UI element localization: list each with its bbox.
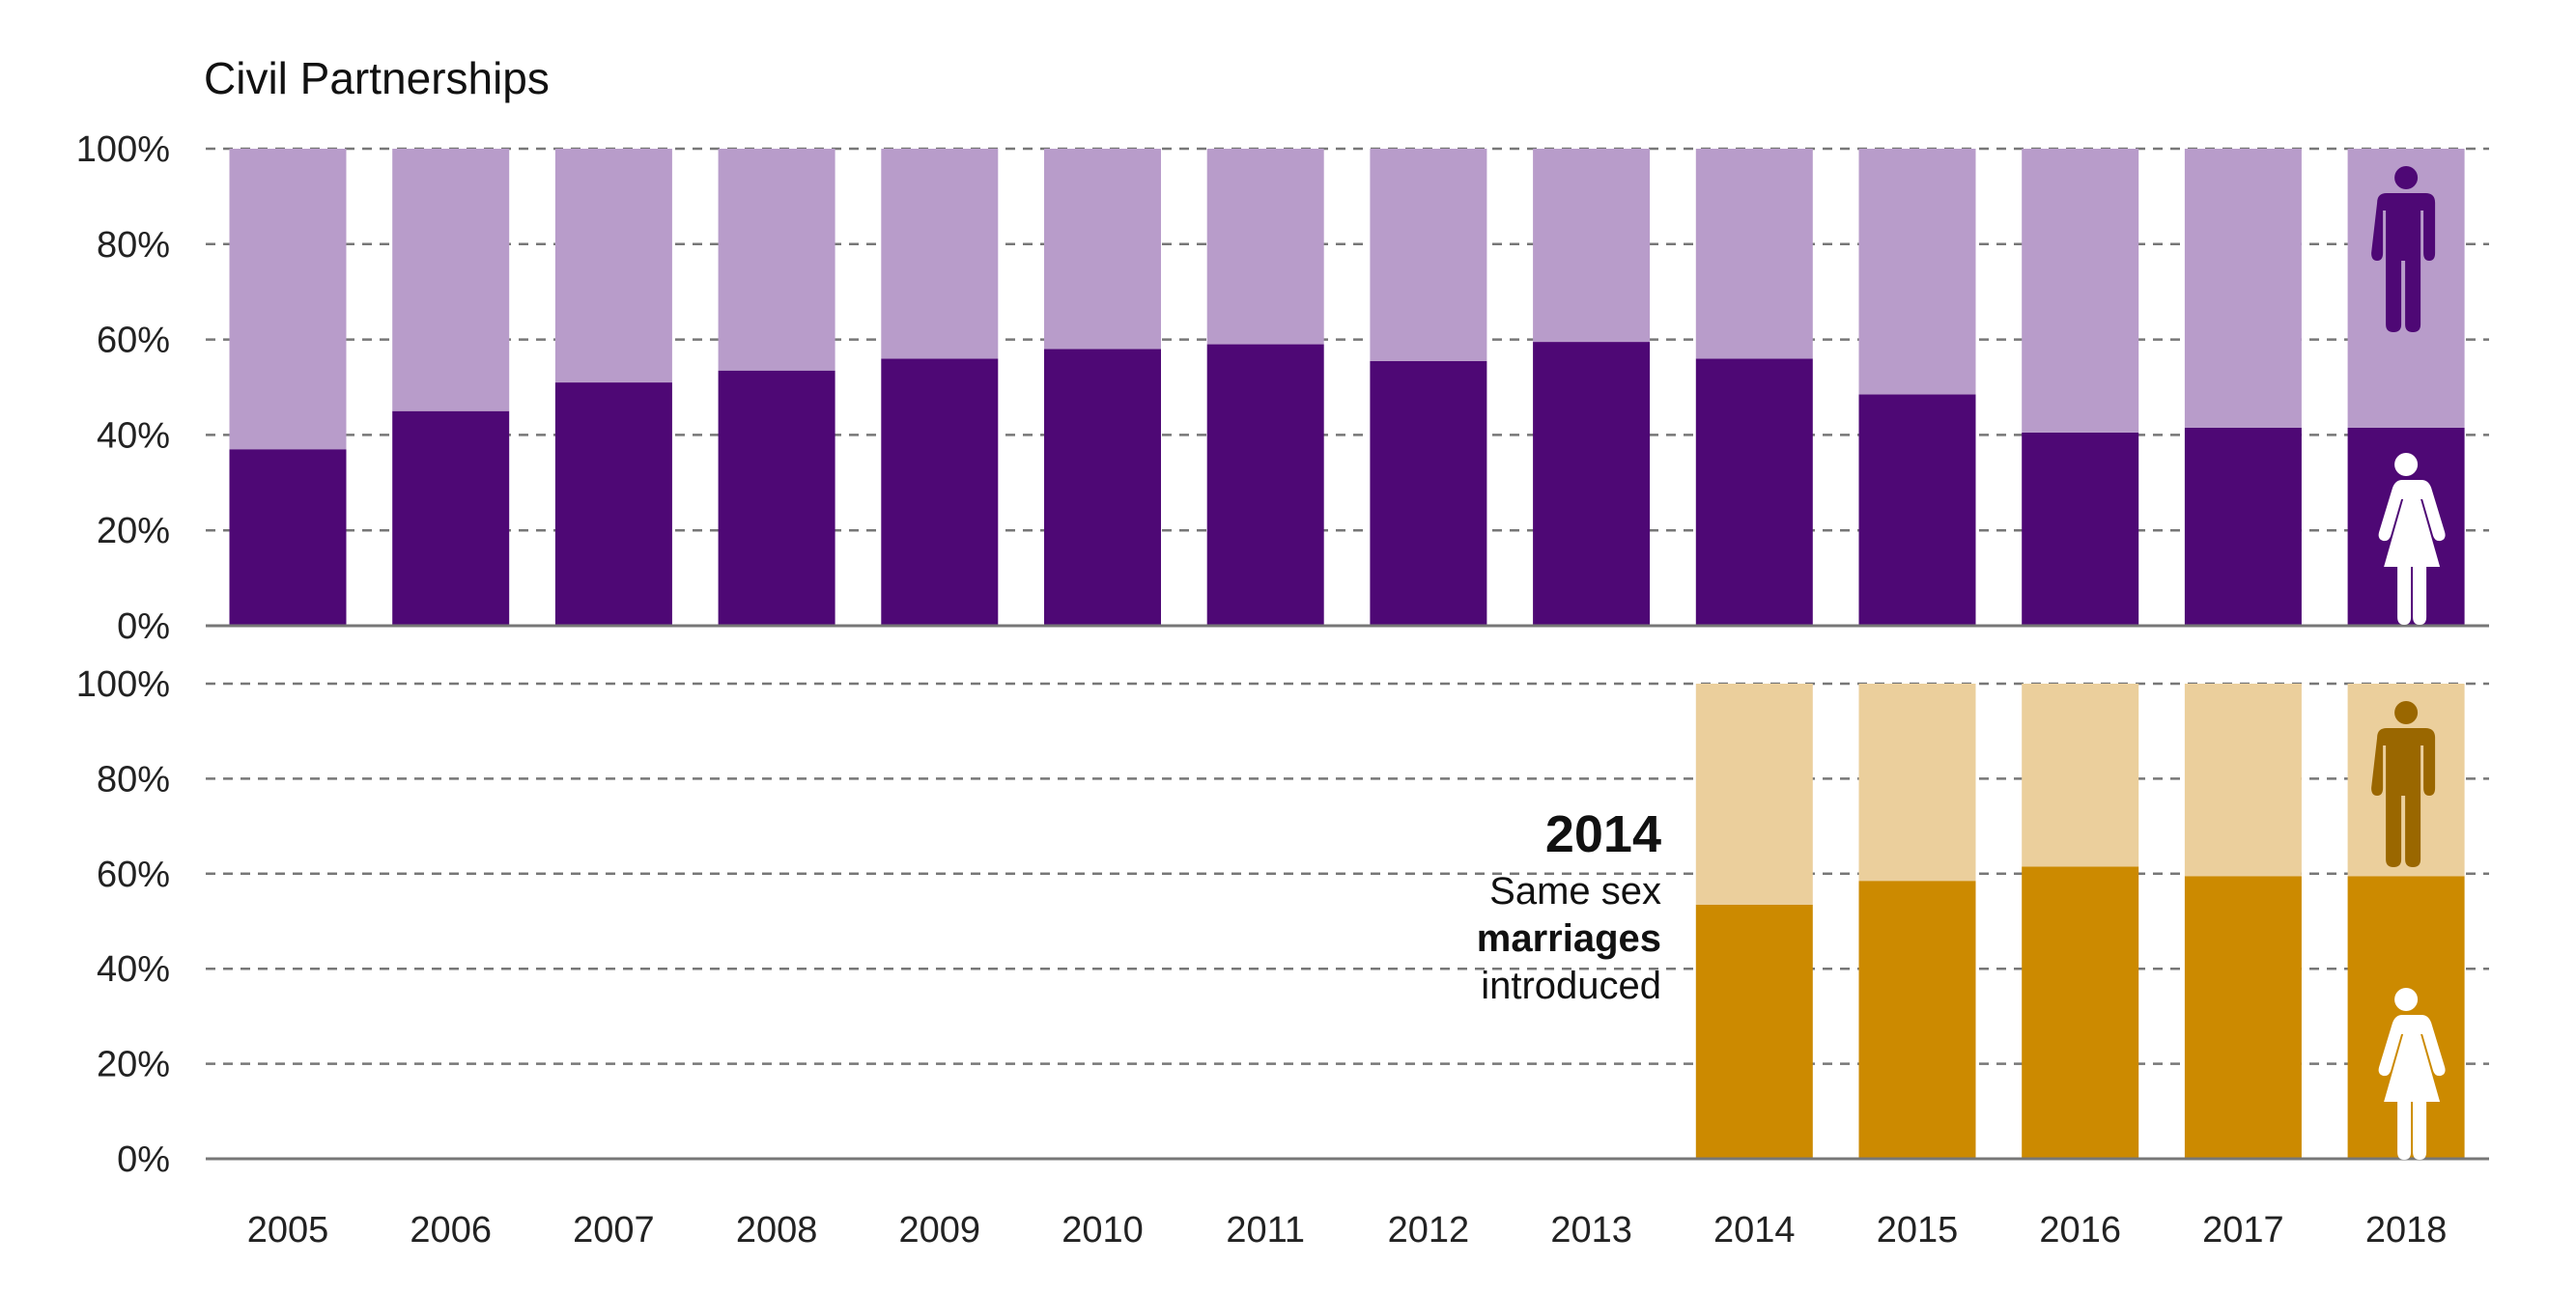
bar-male <box>229 149 347 450</box>
bar-male <box>881 149 999 359</box>
y-tick-label: 100% <box>76 664 170 705</box>
x-tick-label: 2017 <box>2202 1210 2284 1251</box>
annotation-line1: Same sex <box>1489 870 1661 913</box>
bar-male <box>2184 684 2302 877</box>
bar-female <box>1858 394 1976 626</box>
bar-female <box>554 382 672 626</box>
bar-female <box>2022 432 2139 626</box>
x-tick-label: 2005 <box>247 1210 329 1251</box>
bar-male <box>1044 149 1161 350</box>
bar-male <box>1858 149 1976 395</box>
x-tick-label: 2011 <box>1226 1210 1305 1251</box>
bar-male <box>1695 149 1813 359</box>
annotation-year: 2014 <box>1545 805 1661 863</box>
x-tick-label: 2010 <box>1062 1210 1144 1251</box>
x-tick-label: 2006 <box>410 1210 492 1251</box>
bar-female <box>1206 344 1324 626</box>
bar-male <box>2022 149 2139 433</box>
male-figure-icon <box>2371 701 2436 867</box>
male-icon-head <box>2394 166 2419 189</box>
annotation-line2: marriages <box>1477 917 1661 960</box>
bar-female <box>881 358 999 626</box>
x-tick-label: 2009 <box>899 1210 981 1251</box>
bar-female <box>2184 876 2302 1159</box>
bar-male <box>554 149 672 383</box>
female-figure-icon <box>2378 453 2446 625</box>
bars-layer <box>229 149 2465 1159</box>
male-icon-body <box>2371 193 2436 332</box>
bar-male <box>1858 684 1976 882</box>
bar-female <box>2022 866 2139 1159</box>
y-tick-label: 60% <box>97 321 170 361</box>
chart-title: Civil Partnerships <box>204 53 550 103</box>
bar-female <box>718 370 835 626</box>
female-icon-head <box>2394 453 2419 476</box>
y-tick-label: 60% <box>97 855 170 895</box>
y-tick-label: 20% <box>97 1045 170 1085</box>
bar-female <box>392 410 510 626</box>
y-tick-label: 40% <box>97 949 170 990</box>
y-tick-label: 0% <box>117 606 170 647</box>
bar-male <box>1695 684 1813 905</box>
bar-female <box>1370 360 1487 626</box>
bar-female <box>1695 358 1813 626</box>
bar-female <box>1695 904 1813 1159</box>
bar-female <box>1858 881 1976 1159</box>
male-figure-icon <box>2371 166 2436 332</box>
bar-male <box>2184 149 2302 428</box>
bar-male <box>718 149 835 371</box>
bar-male <box>392 149 510 411</box>
y-tick-label: 80% <box>97 225 170 266</box>
axis-layer <box>206 624 2489 1161</box>
bar-male <box>1533 149 1651 343</box>
y-tick-label: 0% <box>117 1139 170 1180</box>
x-tick-label: 2015 <box>1877 1210 1959 1251</box>
x-tick-label: 2016 <box>2039 1210 2121 1251</box>
bar-female <box>1044 349 1161 626</box>
y-tick-label: 20% <box>97 511 170 551</box>
bar-male <box>1206 149 1324 345</box>
female-icon-head <box>2394 988 2419 1011</box>
female-figure-icon <box>2378 988 2446 1160</box>
bar-male <box>1370 149 1487 361</box>
y-tick-label: 100% <box>76 129 170 170</box>
bar-female <box>1533 342 1651 626</box>
y-tick-label: 40% <box>97 415 170 456</box>
male-icon-body <box>2371 728 2436 867</box>
bar-female <box>2184 427 2302 626</box>
x-tick-label: 2014 <box>1713 1210 1796 1251</box>
x-tick-label: 2013 <box>1550 1210 1632 1251</box>
male-icon-head <box>2394 701 2419 724</box>
x-tick-label: 2007 <box>573 1210 655 1251</box>
grid-layer <box>206 147 2489 1065</box>
x-tick-label: 2012 <box>1388 1210 1470 1251</box>
bar-female <box>229 449 347 626</box>
y-tick-label: 80% <box>97 759 170 800</box>
female-icon-body <box>2378 1015 2446 1160</box>
x-tick-label: 2018 <box>2365 1210 2448 1251</box>
icon-layer <box>2371 166 2446 1160</box>
x-tick-label: 2008 <box>736 1210 818 1251</box>
annotation-line3: introduced <box>1481 965 1661 1007</box>
text-layer: 0% 20% 40% 60% 80% 100% Civil Partnerships 0% 20… <box>76 53 2448 1251</box>
female-icon-body <box>2378 480 2446 625</box>
bar-male <box>2022 684 2139 867</box>
